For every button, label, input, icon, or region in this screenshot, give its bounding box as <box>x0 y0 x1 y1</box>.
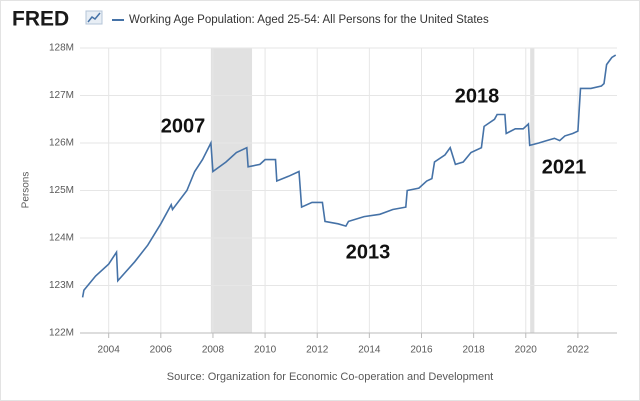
x-tick-label: 2014 <box>358 345 381 356</box>
y-tick-label: 122M <box>49 328 74 339</box>
x-tick-label: 2018 <box>463 345 486 356</box>
data-line <box>81 54 617 298</box>
annotation: 2018 <box>455 85 500 107</box>
y-tick-label: 128M <box>49 43 74 54</box>
y-tick-label: 125M <box>49 185 74 196</box>
annotation: 2007 <box>161 115 206 137</box>
logo-icon-line <box>87 12 101 23</box>
logo: FRED <box>12 8 69 31</box>
y-tick-label: 124M <box>49 233 74 244</box>
x-tick-label: 2012 <box>306 345 329 356</box>
x-tick-label: 2008 <box>202 345 225 356</box>
x-tick-label: 2010 <box>254 345 277 356</box>
x-tick-label: 2006 <box>150 345 173 356</box>
annotation: 2013 <box>346 241 391 263</box>
y-tick-label: 123M <box>49 280 74 291</box>
source: Source: Organization for Economic Co-ope… <box>167 371 494 383</box>
y-axis-label: Persons <box>21 172 32 209</box>
y-tick-label: 127M <box>49 90 74 101</box>
annotation: 2021 <box>542 156 587 178</box>
x-tick-label: 2004 <box>98 345 121 356</box>
legend-label: Working Age Population: Aged 25-54: All … <box>129 14 489 26</box>
x-tick-label: 2016 <box>410 345 433 356</box>
x-tick-label: 2020 <box>515 345 538 356</box>
x-tick-label: 2022 <box>567 345 590 356</box>
y-tick-label: 126M <box>49 138 74 149</box>
